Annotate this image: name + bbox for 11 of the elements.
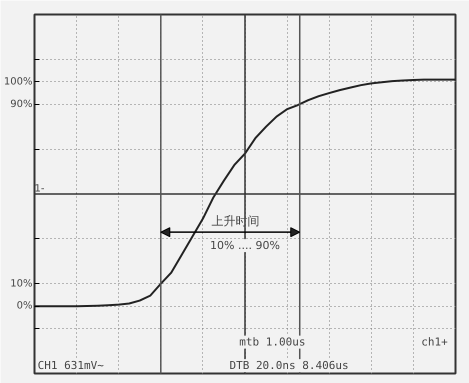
annotation: CH1 631mV~	[38, 359, 104, 372]
line-series	[34, 78, 456, 308]
annotation: 10% .... 90%	[210, 239, 280, 252]
annotation: 1-	[34, 183, 45, 194]
y-tick-label: 90%	[10, 98, 33, 110]
annotation: DTB 20.0ns 8.406us	[229, 359, 349, 372]
y-tick-label: 10%	[10, 278, 33, 290]
y-tick-label: 100%	[4, 76, 33, 88]
annotation: mtb 1.00us	[239, 336, 306, 349]
annotation: ch1+	[421, 336, 448, 349]
y-tick-label: 0%	[16, 300, 33, 312]
